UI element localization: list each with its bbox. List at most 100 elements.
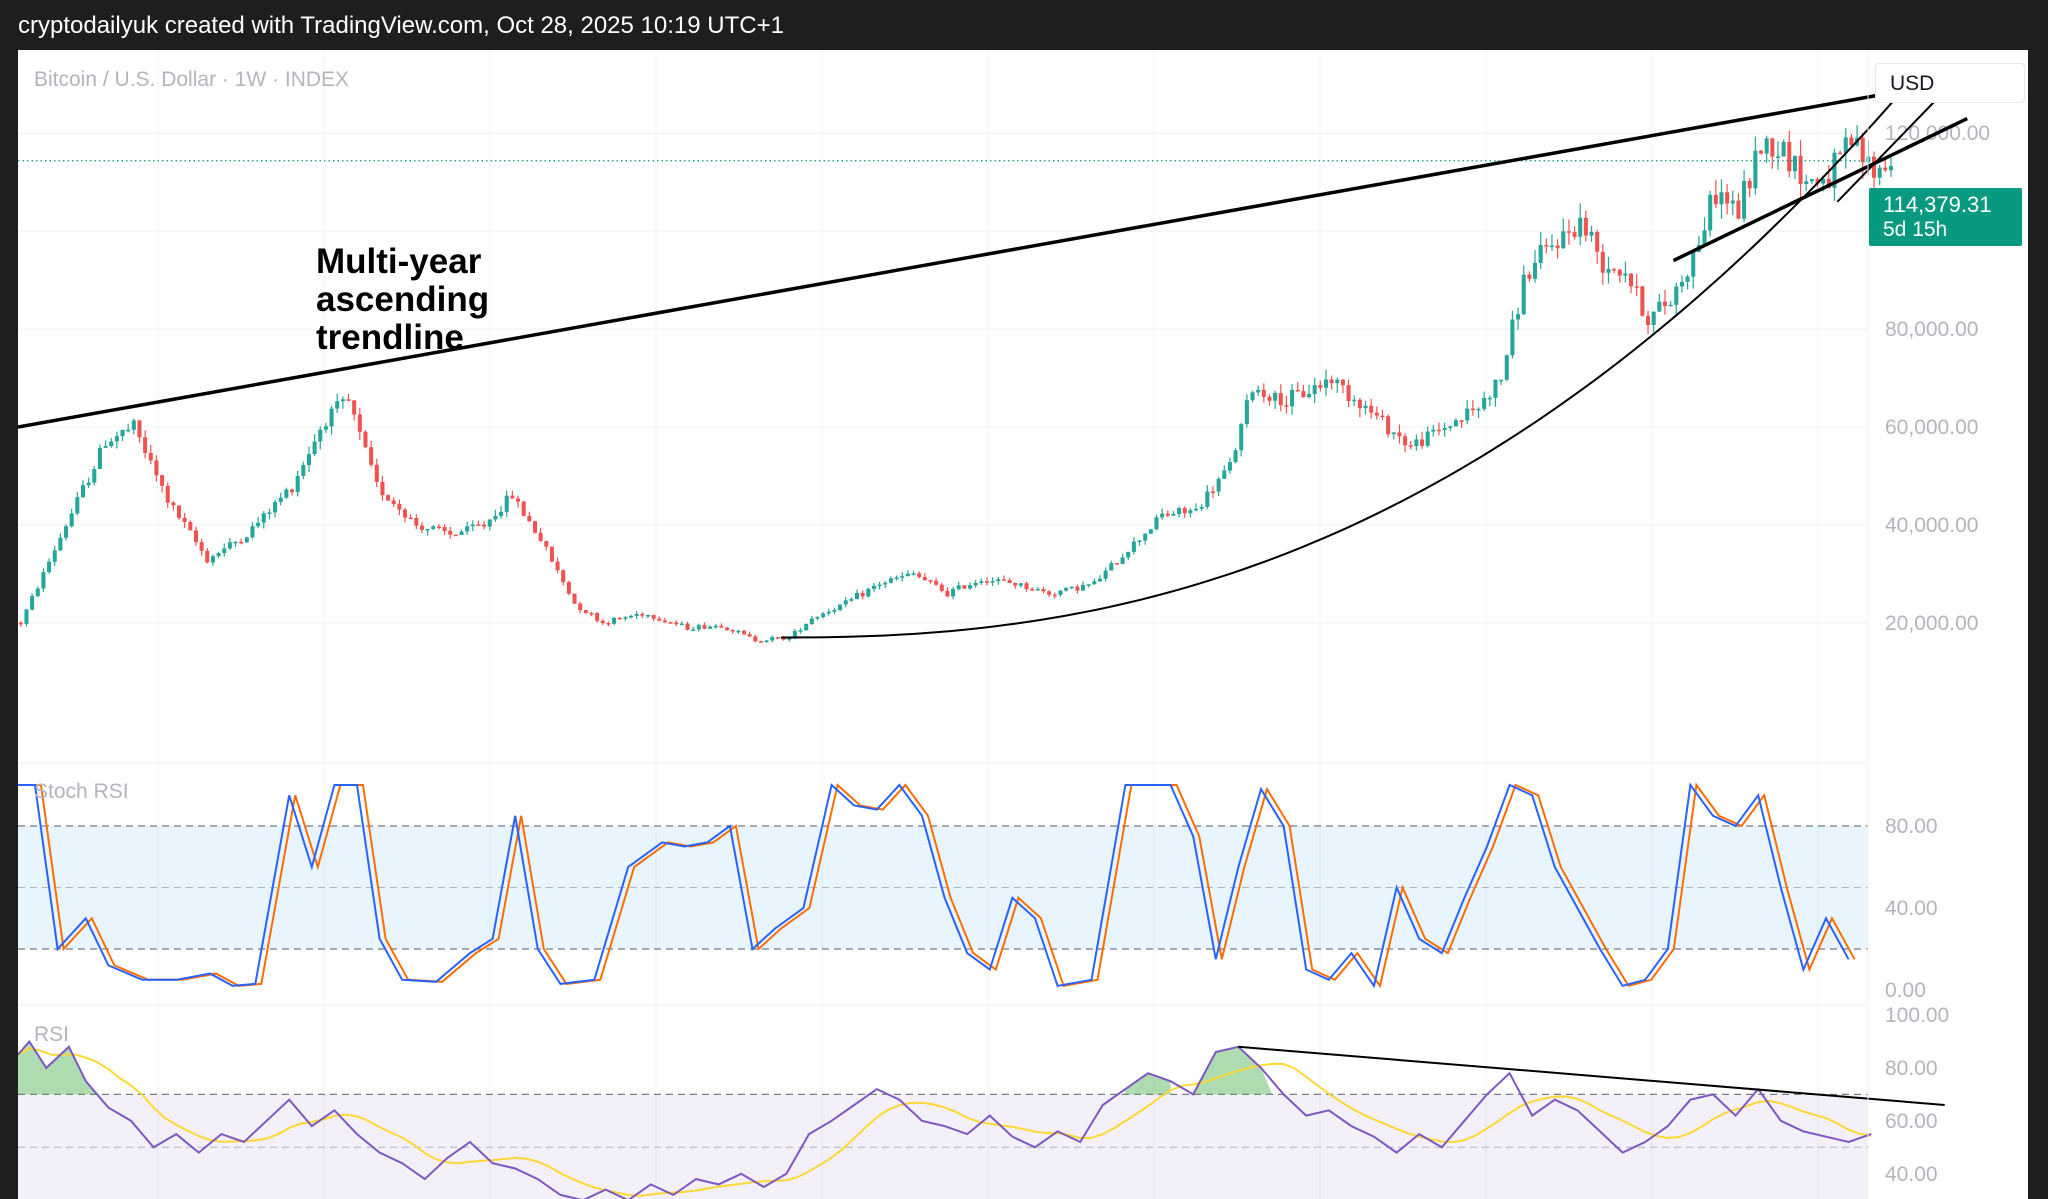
candle-body xyxy=(1154,517,1159,530)
candle-body xyxy=(894,577,899,579)
candle-body xyxy=(1391,432,1396,435)
candle-body xyxy=(1832,152,1837,188)
candle-body xyxy=(1182,508,1187,514)
candle-body xyxy=(290,489,295,493)
candle-body xyxy=(120,429,125,437)
candle-body xyxy=(109,441,114,447)
candle-body xyxy=(679,623,684,626)
candle-body xyxy=(1148,529,1153,534)
candle-body xyxy=(979,581,984,583)
candle-body xyxy=(1764,138,1769,154)
candle-body xyxy=(1369,405,1374,413)
candle-body xyxy=(114,436,119,442)
candle-body xyxy=(1086,584,1091,586)
candle-body xyxy=(736,630,741,633)
candle-body xyxy=(1295,389,1300,392)
candle-body xyxy=(1171,514,1176,516)
chart-panel[interactable]: 120,000.00100,000.0080,000.0060,000.0040… xyxy=(18,50,2028,1199)
candle-body xyxy=(250,526,255,538)
candle-body xyxy=(1589,231,1594,236)
candle-body xyxy=(18,622,23,625)
stoch-rsi-label: Stoch RSI xyxy=(34,780,129,803)
candle-body xyxy=(306,454,311,465)
candle-body xyxy=(1205,491,1210,507)
annotation-line-1: Multi-year xyxy=(316,242,482,281)
candle-body xyxy=(499,511,504,516)
candle-body xyxy=(80,485,85,498)
candle-body xyxy=(357,414,362,432)
candle-body xyxy=(92,468,97,483)
candle-body xyxy=(1730,200,1735,204)
candle-body xyxy=(1719,192,1724,205)
candle-body xyxy=(193,530,198,543)
candle-body xyxy=(595,613,600,621)
candle-body xyxy=(544,541,549,547)
candle-body xyxy=(1001,579,1006,581)
candle-body xyxy=(600,620,605,624)
candle-body xyxy=(1323,379,1328,388)
candle-body xyxy=(905,573,910,577)
candle-body xyxy=(1747,180,1752,189)
candle-body xyxy=(1386,416,1391,435)
candle-body xyxy=(386,495,391,501)
candle-body xyxy=(984,581,989,583)
candle-body xyxy=(549,546,554,562)
candle-body xyxy=(815,617,820,619)
currency-button[interactable]: USD xyxy=(1875,63,2025,103)
candles xyxy=(18,125,1893,643)
annotation-line-2: ascending xyxy=(316,280,490,319)
candle-body xyxy=(538,532,543,542)
candle-body xyxy=(1301,391,1306,398)
candle-body xyxy=(1561,231,1566,249)
candle-body xyxy=(996,579,1001,582)
candle-body xyxy=(126,429,131,432)
candle-body xyxy=(414,517,419,526)
candle-body xyxy=(1013,582,1018,586)
candle-body xyxy=(374,464,379,482)
candle-body xyxy=(239,541,244,544)
candle-body xyxy=(1657,301,1662,312)
stoch-tick-label: 80.00 xyxy=(1885,815,1938,838)
candle-body xyxy=(1809,179,1814,182)
candle-body xyxy=(1041,588,1046,592)
candle-body xyxy=(1549,245,1554,248)
candle-body xyxy=(753,636,758,642)
candle-body xyxy=(1126,552,1131,558)
chart-svg[interactable]: 120,000.00100,000.0080,000.0060,000.0040… xyxy=(18,50,2028,1199)
candle-body xyxy=(1222,470,1227,479)
candle-body xyxy=(318,429,323,442)
candle-body xyxy=(1448,426,1453,428)
candle-body xyxy=(1227,462,1232,471)
candle-body xyxy=(137,420,142,438)
candle-body xyxy=(1476,408,1481,411)
candle-body xyxy=(1583,217,1588,236)
candle-body xyxy=(493,515,498,520)
candle-body xyxy=(713,625,718,628)
candle-body xyxy=(928,580,933,582)
candle-body xyxy=(1335,379,1340,384)
candle-body xyxy=(482,524,487,527)
candle-body xyxy=(335,401,340,409)
candle-body xyxy=(1629,273,1634,287)
candle-body xyxy=(1097,578,1102,582)
candle-body xyxy=(849,599,854,601)
stoch-k-line xyxy=(18,782,1850,989)
candle-body xyxy=(1109,563,1114,571)
candle-body xyxy=(510,495,515,499)
candle-body xyxy=(945,590,950,597)
candle-body xyxy=(267,512,272,514)
candle-body xyxy=(702,625,707,629)
candle-body xyxy=(408,517,413,520)
stoch-tick-label: 0.00 xyxy=(1885,979,1926,1002)
price-tick-label: 40,000.00 xyxy=(1885,514,1978,537)
candle-body xyxy=(1787,141,1792,172)
candle-body xyxy=(363,431,368,448)
candle-body xyxy=(770,637,775,641)
candle-body xyxy=(459,531,464,536)
candle-body xyxy=(222,548,227,554)
candle-body xyxy=(1555,245,1560,249)
candle-body xyxy=(1425,431,1430,446)
candle-body xyxy=(261,513,266,523)
candle-body xyxy=(1775,156,1780,158)
candle-body xyxy=(657,618,662,621)
